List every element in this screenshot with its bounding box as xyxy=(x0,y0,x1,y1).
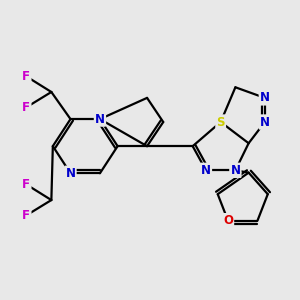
Text: N: N xyxy=(260,116,270,128)
Text: S: S xyxy=(216,116,225,128)
Text: F: F xyxy=(22,101,30,114)
Text: N: N xyxy=(230,164,240,177)
Text: F: F xyxy=(22,70,30,83)
Text: N: N xyxy=(201,164,211,177)
Text: F: F xyxy=(22,209,30,222)
Text: N: N xyxy=(95,112,105,126)
Text: N: N xyxy=(65,167,76,180)
Text: F: F xyxy=(22,178,30,191)
Text: O: O xyxy=(223,214,233,227)
Text: N: N xyxy=(260,92,270,104)
